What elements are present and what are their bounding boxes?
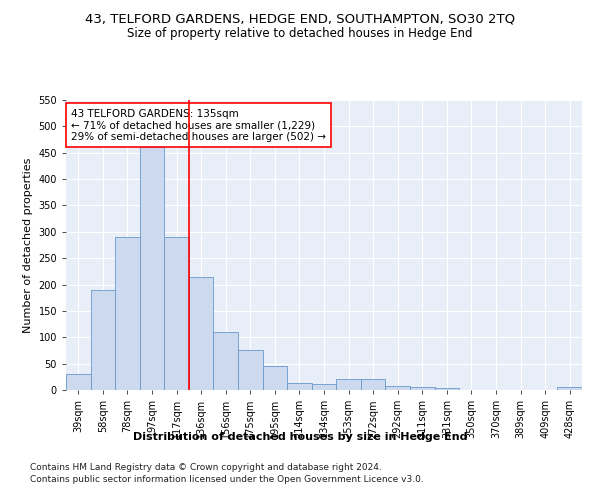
Bar	[214, 332, 238, 390]
Text: Contains HM Land Registry data © Crown copyright and database right 2024.: Contains HM Land Registry data © Crown c…	[30, 464, 382, 472]
Text: Size of property relative to detached houses in Hedge End: Size of property relative to detached ho…	[127, 28, 473, 40]
Bar	[263, 366, 287, 390]
Bar	[164, 237, 189, 390]
Y-axis label: Number of detached properties: Number of detached properties	[23, 158, 33, 332]
Text: 43 TELFORD GARDENS: 135sqm
← 71% of detached houses are smaller (1,229)
29% of s: 43 TELFORD GARDENS: 135sqm ← 71% of deta…	[71, 108, 326, 142]
Bar	[434, 388, 459, 390]
Text: 43, TELFORD GARDENS, HEDGE END, SOUTHAMPTON, SO30 2TQ: 43, TELFORD GARDENS, HEDGE END, SOUTHAMP…	[85, 12, 515, 26]
Bar	[385, 386, 410, 390]
Bar	[287, 382, 312, 390]
Bar	[66, 374, 91, 390]
Bar	[91, 290, 115, 390]
Text: Distribution of detached houses by size in Hedge End: Distribution of detached houses by size …	[133, 432, 467, 442]
Bar	[115, 237, 140, 390]
Bar	[238, 350, 263, 390]
Bar	[410, 388, 434, 390]
Bar	[312, 384, 336, 390]
Bar	[140, 148, 164, 390]
Bar	[557, 388, 582, 390]
Bar	[189, 276, 214, 390]
Bar	[336, 380, 361, 390]
Bar	[361, 380, 385, 390]
Text: Contains public sector information licensed under the Open Government Licence v3: Contains public sector information licen…	[30, 475, 424, 484]
